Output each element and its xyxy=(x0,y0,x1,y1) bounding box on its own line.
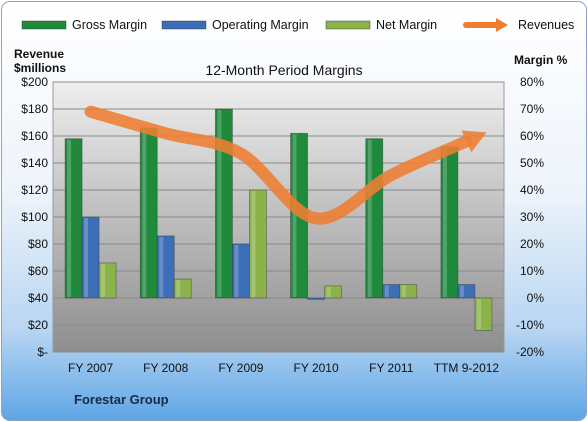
bar-operating-margin xyxy=(307,297,325,300)
bar-highlight xyxy=(459,285,464,297)
category-label: FY 2007 xyxy=(68,361,113,375)
bar-net-margin xyxy=(249,189,267,299)
bar-highlight xyxy=(401,285,406,297)
left-tick-label: $140 xyxy=(21,156,48,170)
right-tick-label: 60% xyxy=(520,129,544,143)
left-tick-label: $100 xyxy=(21,210,48,224)
bar-highlight xyxy=(384,285,389,297)
right-tick-label: 0% xyxy=(527,291,545,305)
right-tick-label: -20% xyxy=(516,345,544,359)
bar-highlight xyxy=(234,245,239,297)
right-tick-label: 50% xyxy=(520,156,544,170)
right-tick-label: 70% xyxy=(520,102,544,116)
bar-operating-margin xyxy=(81,216,100,299)
axis-tick-labels: $- $20 $40 $60 $80 $100 $120 $140 $160 $180 $200 -2… xyxy=(21,75,544,375)
right-tick-label: 40% xyxy=(520,183,544,197)
bar-operating-margin xyxy=(156,235,175,299)
category-label: FY 2011 xyxy=(369,361,414,375)
bar-highlight xyxy=(101,263,106,297)
category-label: TTM 9-2012 xyxy=(434,361,500,375)
category-label: FY 2009 xyxy=(218,361,263,375)
right-tick-label: 20% xyxy=(520,237,544,251)
bar-net-margin xyxy=(324,285,342,299)
left-tick-label: $40 xyxy=(28,291,48,305)
bar-highlight xyxy=(292,134,297,297)
legend: Gross Margin Operating Margin Net Margin Re… xyxy=(21,18,574,32)
left-tick-label: $20 xyxy=(28,318,48,332)
bar-gross-margin xyxy=(215,108,233,299)
left-tick-label: $80 xyxy=(28,237,48,251)
bar-highlight xyxy=(84,218,89,297)
bar-highlight xyxy=(67,139,72,297)
left-tick-label: $- xyxy=(37,345,48,359)
bar-highlight xyxy=(217,110,222,297)
legend-label: Revenues xyxy=(518,18,574,32)
bar-net-margin xyxy=(399,284,418,299)
revenue-line-layer xyxy=(84,105,487,225)
bar-highlight xyxy=(176,280,181,297)
category-label: FY 2010 xyxy=(294,361,339,375)
bar-highlight xyxy=(442,147,447,297)
revenue-arrowhead xyxy=(461,130,487,153)
legend-swatch xyxy=(21,20,67,30)
bar-highlight xyxy=(326,286,331,297)
bar-net-margin xyxy=(98,262,117,299)
bar-operating-margin xyxy=(457,284,476,299)
chart-title: 12-Month Period Margins xyxy=(205,62,362,78)
bar-highlight xyxy=(142,128,147,297)
legend-swatch-arrow xyxy=(496,18,508,32)
right-tick-label: 10% xyxy=(520,264,544,278)
left-tick-label: $120 xyxy=(21,183,48,197)
legend-label: Operating Margin xyxy=(212,18,309,32)
category-label: FY 2008 xyxy=(143,361,188,375)
bar-highlight xyxy=(476,299,481,330)
legend-swatch xyxy=(325,20,371,30)
footer-company: Forestar Group xyxy=(74,392,169,407)
right-tick-label: 30% xyxy=(520,210,544,224)
legend-label: Net Margin xyxy=(376,18,437,32)
left-tick-label: $60 xyxy=(28,264,48,278)
right-axis-label: Margin % xyxy=(514,53,568,67)
bar-highlight xyxy=(367,139,372,297)
left-tick-label: $180 xyxy=(21,102,48,116)
left-tick-label: $200 xyxy=(21,75,48,89)
bar-highlight xyxy=(159,236,164,297)
bar-net-margin xyxy=(173,278,192,299)
legend-label: Gross Margin xyxy=(72,18,147,32)
legend-swatch xyxy=(161,20,207,30)
right-tick-label: -10% xyxy=(516,318,544,332)
bar-series xyxy=(64,108,493,331)
gridlines xyxy=(53,81,504,353)
bar-highlight xyxy=(251,191,256,297)
left-axis-label-line1: Revenue xyxy=(14,47,64,61)
bar-net-margin xyxy=(474,297,493,331)
bar-gross-margin xyxy=(64,138,83,299)
right-tick-label: 80% xyxy=(520,75,544,89)
left-axis-label-line2: $millions xyxy=(14,61,66,75)
revenue-line xyxy=(84,105,473,225)
left-tick-label: $160 xyxy=(21,129,48,143)
